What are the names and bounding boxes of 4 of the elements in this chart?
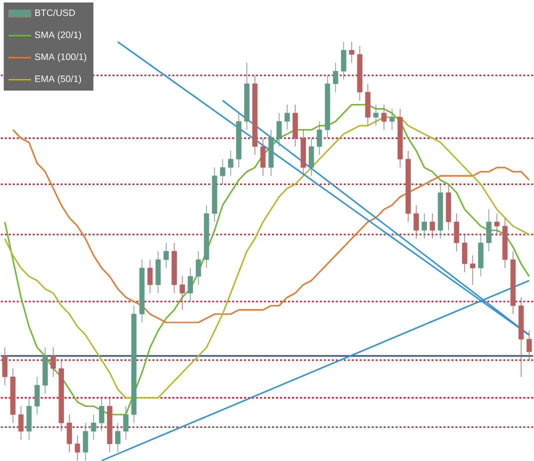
legend-label: EMA (50/1) bbox=[35, 75, 82, 84]
legend-label: SMA (100/1) bbox=[34, 53, 86, 62]
legend-label: BTC/USD bbox=[35, 9, 75, 16]
legend-label: SMA (20/1) bbox=[34, 31, 82, 40]
